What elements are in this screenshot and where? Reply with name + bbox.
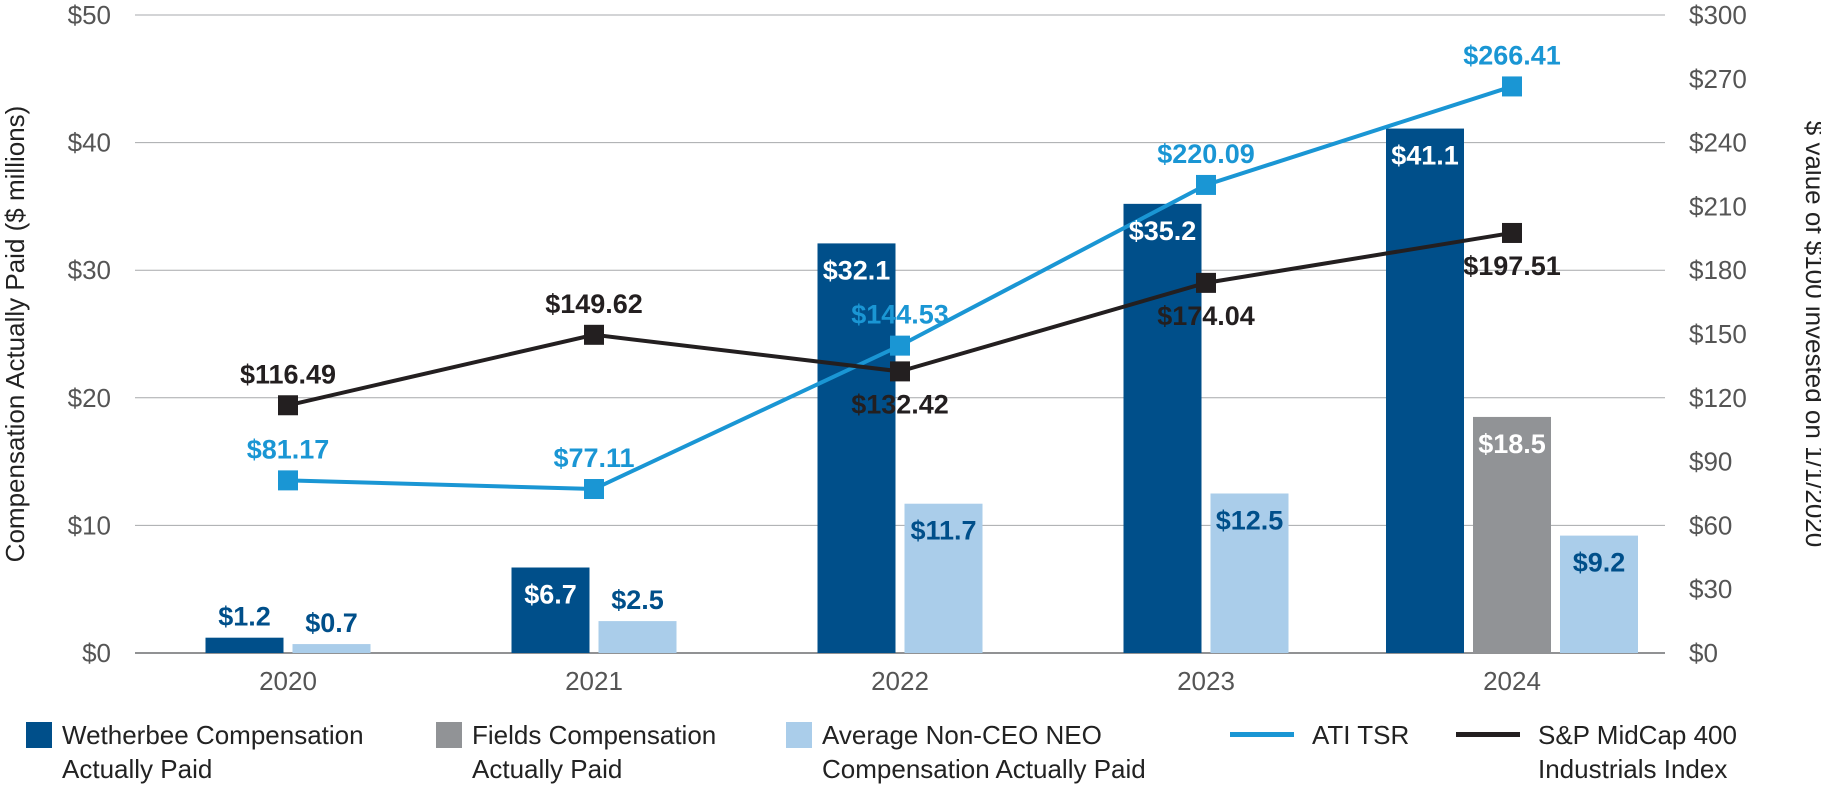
bar-label: $41.1 [1391,141,1459,171]
x-tick-label: 2024 [1483,666,1541,696]
line-label: $149.62 [545,289,643,319]
bar [904,503,983,653]
right-tick-label: $150 [1689,319,1747,349]
bar-label: $6.7 [524,580,577,610]
right-tick-label: $210 [1689,191,1747,221]
legend-swatch [786,722,812,748]
legend-line [1456,732,1520,737]
line-marker [584,479,604,500]
bar-label: $32.1 [823,255,891,285]
line-marker [1196,272,1216,293]
legend-item-fields: Fields Compensation Actually Paid [436,718,822,786]
bar [292,644,371,653]
right-axis-title: $ value of $100 invested on 1/1/2020 [1800,121,1821,547]
right-tick-label: $240 [1689,128,1747,158]
legend: Wetherbee Compensation Actually Paid Fiel… [0,718,1821,790]
legend-item-non-ceo: Average Non-CEO NEO Compensation Actually… [786,718,1172,786]
legend-swatch [436,722,462,748]
legend-label: Average Non-CEO NEO Compensation Actually… [822,720,1146,784]
right-tick-label: $0 [1689,638,1718,668]
data-labels: $1.2 $0.7 $6.7 $2.5 $32.1 $11.7 $35.2 $12.5 $41.… [218,40,1625,638]
line-marker [278,470,298,491]
legend-swatch [26,722,52,748]
bar [1560,535,1638,653]
line-label: $116.49 [240,359,336,389]
bar [1210,493,1289,653]
left-axis-title: Compensation Actually Paid ($ millions) [0,106,30,563]
line-marker [278,395,298,416]
line-label: $220.09 [1157,139,1255,169]
bar [1386,128,1464,654]
line-label: $266.41 [1463,40,1561,70]
series-line [287,84,1513,492]
line-marker [584,324,604,345]
line-label: $77.11 [553,443,634,473]
right-tick-label: $60 [1689,510,1732,540]
bar-label: $1.2 [218,602,271,632]
bar [1123,203,1202,653]
left-tick-label: $20 [68,383,111,413]
legend-item-wetherbee: Wetherbee Compensation Actually Paid [26,718,412,786]
line-label: $81.17 [247,434,330,464]
bar [598,621,677,653]
legend-line [1230,732,1294,737]
bar [1473,416,1551,653]
line-marker [1502,222,1522,243]
right-tick-label: $120 [1689,383,1747,413]
chart: $1.2 $0.7 $6.7 $2.5 $32.1 $11.7 $35.2 $12.5 $41.… [0,0,1821,696]
x-tick-label: 2023 [1177,666,1235,696]
line-marker [1196,174,1216,195]
x-tick-label: 2022 [871,666,929,696]
legend-label: S&P MidCap 400 Industrials Index [1538,720,1737,784]
line-label: $174.04 [1157,301,1255,331]
bar-label: $18.5 [1478,429,1546,459]
bar-label: $11.7 [910,516,976,546]
lines [278,76,1522,500]
right-tick-label: $180 [1689,255,1747,285]
bar-label: $0.7 [305,608,358,638]
right-tick-label: $270 [1689,64,1747,94]
bar [511,567,590,653]
bar [817,243,896,654]
line-label: $132.42 [851,389,949,419]
axes: $0 $10 $20 $30 $40 $50 $0 $30 $60 $90 $120 $150 $180… [68,0,1747,696]
right-tick-label: $300 [1689,0,1747,30]
bar-label: $9.2 [1573,548,1626,578]
bars [205,128,1638,654]
left-tick-label: $40 [68,128,111,158]
left-tick-label: $50 [68,0,111,30]
line-marker [890,335,910,356]
left-tick-label: $10 [68,510,111,540]
legend-label: ATI TSR [1312,720,1410,750]
left-tick-label: $30 [68,255,111,285]
right-tick-label: $90 [1689,447,1732,477]
right-tick-label: $30 [1689,574,1732,604]
bar-label: $12.5 [1216,506,1284,536]
left-tick-label: $0 [82,638,111,668]
line-label: $144.53 [851,300,949,330]
line-label: $197.51 [1463,251,1561,281]
legend-item-sp-midcap: S&P MidCap 400 Industrials Index [1456,718,1821,786]
bar-label: $35.2 [1129,216,1197,246]
x-tick-label: 2021 [565,666,623,696]
line-marker [890,361,910,382]
legend-label: Wetherbee Compensation Actually Paid [62,720,364,784]
legend-label: Fields Compensation Actually Paid [472,720,717,784]
legend-item-ati-tsr: ATI TSR [1230,718,1512,752]
bar-label: $2.5 [611,585,664,615]
line-marker [1502,76,1522,97]
bar [205,637,284,653]
x-tick-label: 2020 [259,666,317,696]
